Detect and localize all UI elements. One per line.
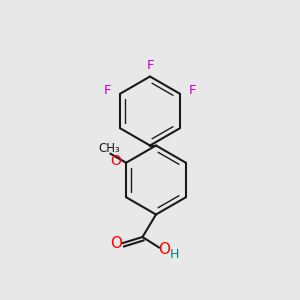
Text: F: F <box>104 84 111 97</box>
Text: F: F <box>189 84 196 97</box>
Text: H: H <box>169 248 179 261</box>
Text: F: F <box>146 58 154 72</box>
Text: CH₃: CH₃ <box>98 142 120 155</box>
Text: O: O <box>111 154 122 168</box>
Text: O: O <box>158 242 170 256</box>
Text: O: O <box>110 236 122 250</box>
